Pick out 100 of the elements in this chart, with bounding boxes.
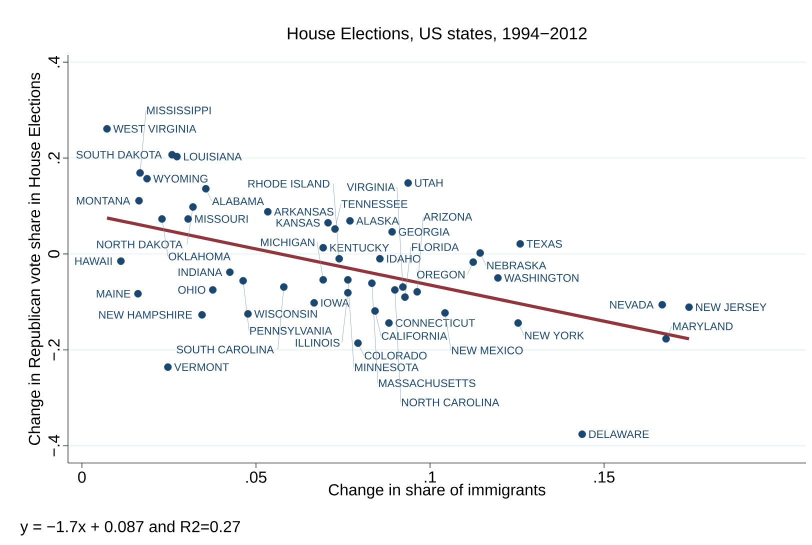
point	[189, 203, 197, 211]
annotation: NEW JERSEY	[696, 303, 766, 312]
y-tick-label: 0	[48, 250, 60, 258]
point	[376, 254, 384, 263]
annotation: MARYLAND	[673, 322, 733, 330]
point	[184, 215, 192, 223]
annotation: FLORIDA	[412, 243, 459, 251]
point	[344, 276, 352, 284]
point	[516, 240, 524, 248]
point	[244, 310, 252, 318]
point	[469, 258, 478, 266]
annotation: MASSACHUSETTS	[379, 379, 476, 388]
annotation: MISSISSIPPI	[147, 106, 211, 114]
annotation: WISCONSIN	[254, 310, 317, 318]
x-axis-title: Change in share of immigrants	[328, 484, 546, 499]
annotation: MINNESOTA	[354, 363, 419, 372]
annotation: KENTUCKY	[330, 244, 390, 252]
point	[239, 277, 247, 285]
annotation: NEVADA	[610, 301, 654, 309]
annotation: VIRGINIA	[346, 183, 396, 191]
annotation: SOUTH DAKOTA	[76, 150, 162, 159]
annotation: OKLAHOMA	[168, 252, 231, 260]
annotation: ALABAMA	[212, 197, 264, 206]
point	[385, 319, 393, 327]
annotation: CONNECTICUT	[396, 319, 475, 327]
annotation: CALIFORNIA	[382, 332, 448, 340]
point	[264, 208, 272, 216]
annotation: OREGON	[417, 270, 464, 278]
point	[344, 288, 352, 297]
point	[280, 283, 288, 291]
annotation: ARIZONA	[423, 212, 472, 221]
point	[514, 319, 522, 327]
annotation: NORTH DAKOTA	[97, 240, 183, 248]
point	[324, 218, 332, 227]
annotation: IOWA	[321, 298, 350, 307]
annotation: ILLINOIS	[296, 338, 340, 347]
annotation: PENNSYLVANIA	[250, 326, 332, 335]
annotation: RHODE ISLAND	[248, 180, 330, 188]
annotation: MICHIGAN	[261, 238, 314, 246]
annotation: OHIO	[178, 286, 206, 294]
x-tick-label: 0	[78, 472, 86, 483]
point	[368, 279, 376, 287]
y-tick-label: −.2	[48, 339, 60, 360]
annotation: GEORGIA	[398, 228, 450, 236]
annotation: HAWAII	[75, 257, 112, 265]
annotation: ALASKA	[356, 216, 399, 225]
point	[173, 152, 181, 160]
point	[391, 286, 399, 294]
annotation: KANSAS	[276, 218, 320, 227]
point	[134, 290, 142, 298]
annotation: MAINE	[96, 290, 130, 298]
chart-title: House Elections, US states, 1994−2012	[288, 26, 587, 42]
point	[319, 276, 327, 284]
annotation: INDIANA	[178, 268, 222, 276]
annotation: TENNESSEE	[341, 200, 408, 208]
point	[413, 288, 421, 296]
annotation: NEW MEXICO	[452, 346, 523, 354]
point	[226, 268, 234, 276]
point	[202, 184, 210, 193]
point	[401, 293, 409, 301]
annotation: NEW YORK	[525, 332, 584, 340]
point	[158, 215, 166, 223]
point	[404, 179, 412, 187]
point	[346, 217, 354, 225]
annotation: IDAHO	[387, 254, 420, 263]
point	[662, 335, 670, 343]
annotation: LOUISIANA	[184, 152, 242, 161]
x-tick-label: .1	[424, 472, 436, 483]
annotation: WASHINGTON	[504, 274, 578, 282]
annotation: WYOMING	[153, 174, 208, 183]
point	[164, 363, 172, 371]
point	[354, 339, 362, 347]
x-tick-label: .05	[246, 472, 266, 483]
annotation: WEST VIRGINIA	[113, 124, 196, 133]
point	[476, 249, 484, 257]
point	[198, 311, 206, 319]
point	[135, 196, 143, 205]
point	[143, 174, 151, 182]
point	[209, 286, 217, 294]
annotation: VERMONT	[174, 363, 229, 371]
point	[578, 430, 586, 438]
annotation: MONTANA	[76, 196, 130, 205]
y-axis-title: Change in Republican vote share in House Elections	[28, 72, 44, 445]
point	[335, 254, 343, 263]
annotation: NORTH CAROLINA	[402, 398, 500, 406]
y-tick-label: .4	[48, 56, 60, 68]
text: y = −1.7x + 0.087 and R2=0.27	[20, 520, 240, 536]
point	[388, 228, 396, 236]
point	[685, 303, 693, 311]
point	[494, 274, 502, 282]
point	[136, 169, 144, 177]
point	[371, 307, 379, 315]
point	[658, 300, 666, 309]
annotation: UTAH	[415, 179, 443, 187]
y-tick-label: −.4	[48, 434, 60, 456]
annotation: NEBRASKA	[487, 262, 546, 270]
point	[310, 299, 318, 307]
y-tick-label: .2	[48, 152, 60, 164]
point	[103, 125, 111, 133]
point	[319, 244, 327, 252]
